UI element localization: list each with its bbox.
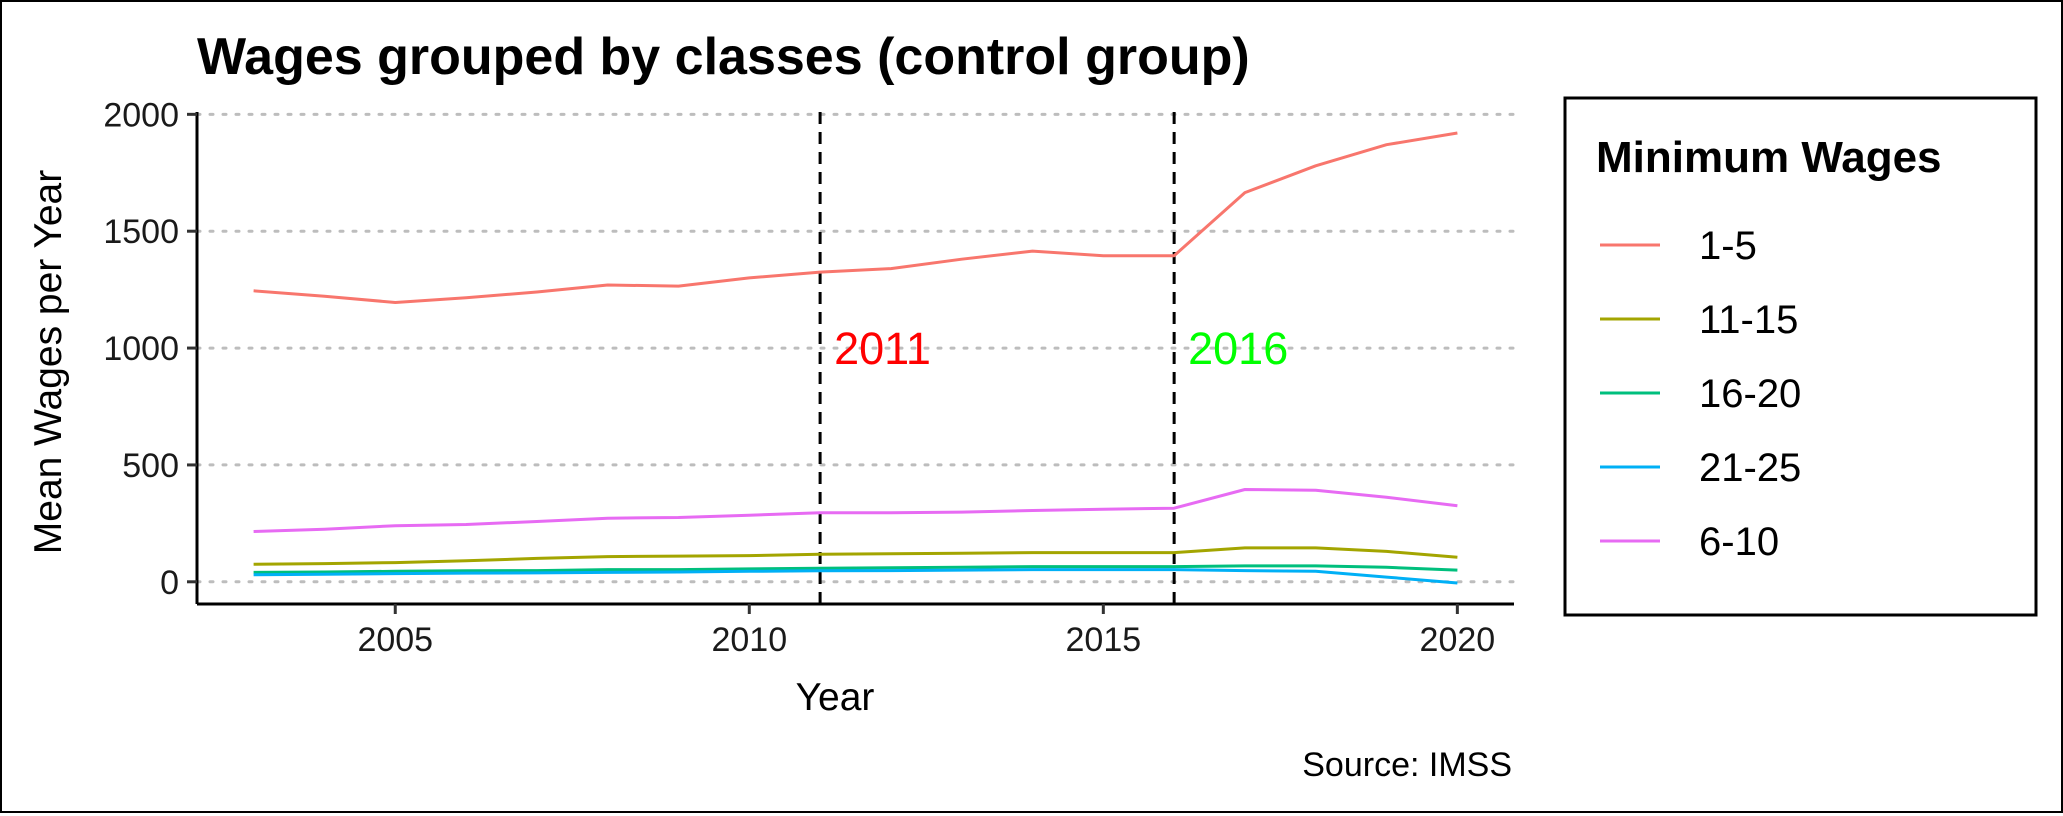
y-tick-label-1000: 1000 (103, 330, 179, 368)
series-line-21-25 (253, 568, 1458, 585)
vline-label-2011: 2011 (834, 323, 931, 374)
y-tick-label-0: 0 (160, 564, 179, 602)
series-line-1-5 (253, 131, 1458, 304)
y-axis-label: Mean Wages per Year (27, 170, 70, 554)
x-tick-label-2015: 2015 (1066, 621, 1142, 659)
y-tick-label-1500: 1500 (103, 213, 179, 251)
legend-items: 1-5 11-15 16-20 21-25 6-10 (1600, 224, 1801, 564)
chart-title: Wages grouped by classes (control group) (197, 28, 1250, 86)
x-axis-label: Year (796, 676, 875, 719)
vline-label-2016: 2016 (1188, 323, 1288, 374)
legend-box (1563, 96, 2038, 617)
y-tick-label-2000: 2000 (103, 96, 179, 134)
series-lines (253, 131, 1458, 585)
y-tick-label-500: 500 (122, 447, 179, 485)
vertical-reference-lines (818, 112, 1176, 604)
y-tick-labels: 0 500 1000 1500 2000 (103, 96, 179, 601)
legend-label-21-25: 21-25 (1699, 446, 1801, 490)
grid-lines (195, 112, 1516, 584)
series-line-16-20 (253, 564, 1458, 574)
x-tick-labels: 2005 2010 2015 2020 (357, 621, 1495, 659)
axes (187, 112, 1514, 614)
legend: Minimum Wages 1-5 11-15 16-20 21-25 6-10 (1563, 96, 2038, 617)
source-caption: Source: IMSS (1302, 746, 1512, 784)
x-tick-label-2005: 2005 (357, 621, 433, 659)
legend-label-11-15: 11-15 (1699, 298, 1798, 342)
legend-label-1-5: 1-5 (1699, 224, 1757, 268)
series-line-11-15 (253, 546, 1458, 566)
vline-annotations: 2011 2016 (834, 323, 1288, 374)
series-line-6-10 (253, 488, 1458, 533)
x-tick-label-2020: 2020 (1420, 621, 1496, 659)
legend-label-6-10: 6-10 (1699, 520, 1779, 564)
x-tick-label-2010: 2010 (711, 621, 787, 659)
legend-title: Minimum Wages (1596, 133, 1942, 182)
legend-label-16-20: 16-20 (1699, 372, 1801, 416)
